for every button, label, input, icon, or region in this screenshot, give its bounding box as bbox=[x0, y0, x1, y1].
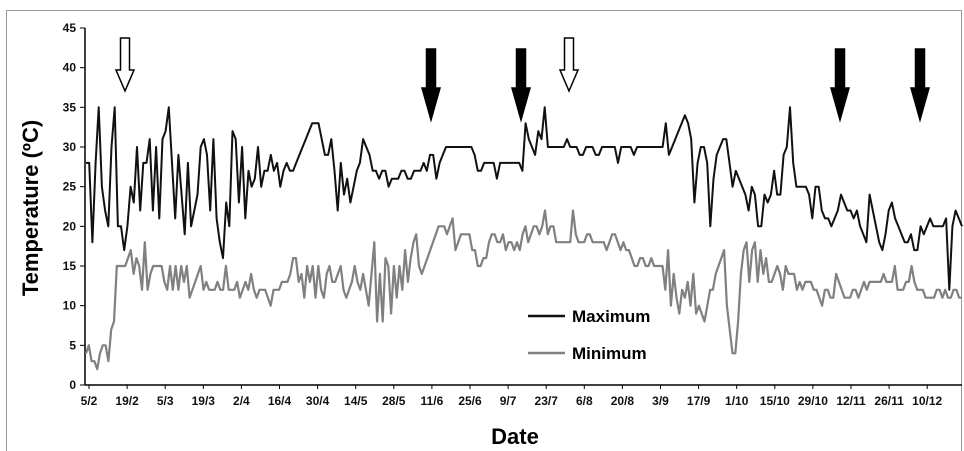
y-tick-label: 40 bbox=[63, 61, 77, 75]
open-arrow-icon bbox=[558, 37, 580, 93]
x-tick-label: 1/10 bbox=[725, 394, 749, 408]
y-tick-label: 30 bbox=[63, 140, 77, 154]
x-tick-label: 9/7 bbox=[500, 394, 517, 408]
y-tick-labels: 0 5 10 15 20 25 30 35 40 45 bbox=[63, 21, 85, 392]
chart-axes bbox=[84, 28, 962, 386]
x-tick-label: 19/2 bbox=[115, 394, 139, 408]
x-tick-label: 17/9 bbox=[687, 394, 711, 408]
series-lines bbox=[84, 106, 963, 371]
x-axis-label: Date bbox=[491, 424, 539, 449]
x-tick-label: 6/8 bbox=[576, 394, 593, 408]
x-tick-label: 5/3 bbox=[157, 394, 174, 408]
y-tick-label: 10 bbox=[63, 299, 77, 313]
y-tick-label: 5 bbox=[69, 338, 76, 352]
x-tick-label: 23/7 bbox=[535, 394, 559, 408]
x-tick-label: 26/11 bbox=[874, 394, 904, 408]
x-tick-label: 12/11 bbox=[836, 394, 866, 408]
y-tick-label: 35 bbox=[63, 100, 77, 114]
y-tick-label: 0 bbox=[69, 378, 76, 392]
x-tick-labels: 5/2 19/2 5/3 19/3 2/4 16/4 30/4 14/5 28/5 11/6 25/… bbox=[81, 385, 943, 408]
x-tick-label: 5/2 bbox=[81, 394, 98, 408]
y-tick-label: 25 bbox=[63, 180, 77, 194]
x-tick-label: 19/3 bbox=[192, 394, 216, 408]
legend-label-minimum: Minimum bbox=[572, 344, 647, 363]
solid-arrow-icon bbox=[511, 48, 531, 123]
y-axis-label: Temperature (ºC) bbox=[18, 120, 43, 296]
legend: Maximum Minimum bbox=[528, 307, 650, 363]
open-arrow-icon bbox=[114, 37, 136, 93]
solid-arrow-icon bbox=[421, 48, 441, 123]
x-tick-label: 15/10 bbox=[760, 394, 790, 408]
annotation-arrows bbox=[114, 37, 930, 123]
x-tick-label: 3/9 bbox=[652, 394, 669, 408]
x-tick-label: 28/5 bbox=[382, 394, 406, 408]
x-tick-label: 11/6 bbox=[421, 394, 444, 408]
x-tick-label: 2/4 bbox=[233, 394, 250, 408]
legend-label-maximum: Maximum bbox=[572, 307, 650, 326]
x-tick-label: 29/10 bbox=[798, 394, 828, 408]
y-tick-label: 20 bbox=[63, 219, 77, 233]
x-tick-label: 30/4 bbox=[306, 394, 330, 408]
y-tick-label: 45 bbox=[63, 21, 77, 35]
solid-arrow-icon bbox=[910, 48, 930, 123]
x-tick-label: 20/8 bbox=[611, 394, 635, 408]
x-tick-label: 16/4 bbox=[268, 394, 292, 408]
x-tick-label: 14/5 bbox=[344, 394, 368, 408]
series-line-maximum bbox=[86, 106, 963, 291]
y-tick-label: 15 bbox=[63, 259, 77, 273]
series-line-minimum bbox=[84, 209, 962, 371]
x-tick-label: 10/12 bbox=[912, 394, 942, 408]
solid-arrow-icon bbox=[830, 48, 850, 123]
chart-frame bbox=[6, 10, 962, 451]
x-tick-label: 25/6 bbox=[458, 394, 482, 408]
